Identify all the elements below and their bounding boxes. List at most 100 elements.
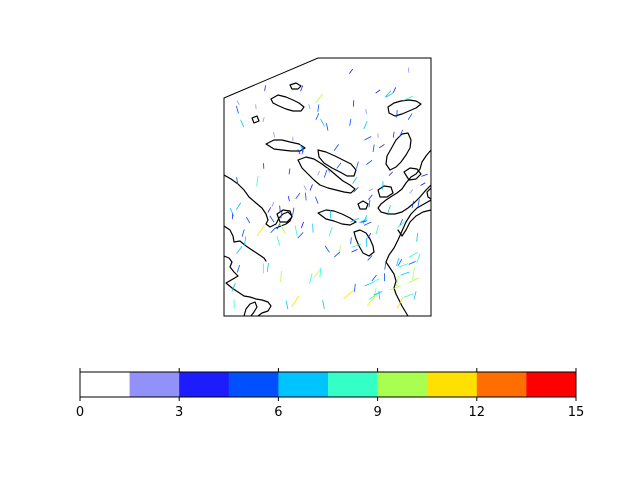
wind-vector [411, 200, 415, 209]
island-central [297, 156, 356, 194]
wind-vector [273, 131, 275, 138]
coastline-east-lower [385, 199, 431, 316]
wind-vector [420, 182, 426, 186]
wind-vector [350, 217, 360, 223]
wind-vector [334, 251, 341, 258]
colorbar-bin-0 [80, 372, 130, 397]
wind-vector [351, 243, 362, 248]
wind-vector [231, 282, 236, 292]
wind-vector [264, 85, 266, 91]
wind-vector [396, 296, 404, 309]
wind-vector [323, 169, 328, 178]
wind-vector [276, 222, 281, 230]
coastline-south-inlet [243, 301, 258, 316]
wind-vector [386, 92, 394, 98]
wind-vector [397, 263, 409, 268]
colorbar-bin-6 [377, 372, 428, 397]
wind-vector [365, 109, 367, 115]
wind-vector [300, 221, 304, 229]
wind-vector [315, 93, 323, 104]
wind-vector [317, 104, 320, 112]
wind-vector [384, 90, 392, 98]
colorbar-tick-label: 6 [274, 405, 282, 420]
wind-vector [399, 129, 404, 137]
colorbar-bin-5 [328, 372, 378, 397]
wind-vector [397, 221, 406, 228]
map-panel [223, 57, 432, 317]
wind-vector [416, 253, 421, 264]
wind-vector [285, 300, 289, 310]
wind-vector [320, 118, 325, 127]
peninsula-south-central [353, 229, 375, 257]
coastline-southwest-lower [224, 255, 272, 316]
wind-vector [421, 173, 428, 177]
wind-vector [373, 291, 383, 296]
island-west-north [270, 94, 305, 112]
wind-vector [236, 264, 240, 273]
colorbar-bin-4 [278, 372, 329, 397]
colorbar-bins [80, 372, 577, 397]
island-northeast [387, 99, 422, 117]
coastline-southwest [224, 225, 267, 262]
coastline-east-upper [377, 149, 431, 215]
colorbar-tick-label: 12 [469, 405, 486, 420]
island-central-west [265, 139, 306, 152]
wind-vector [329, 210, 332, 219]
wind-vector [297, 232, 304, 239]
colorbar-bin-8 [476, 372, 527, 397]
wind-vector [236, 100, 240, 105]
wind-vector [361, 220, 368, 223]
wind-vector [379, 144, 385, 149]
coastline-east-peninsula [426, 187, 431, 200]
wind-vector [375, 89, 381, 94]
wind-vector [328, 226, 333, 237]
wind-vector [399, 218, 404, 226]
wind-vector [353, 283, 356, 292]
wind-vector [299, 144, 304, 153]
wind-vector [326, 123, 329, 131]
wind-vector [271, 201, 275, 207]
colorbar-bin-7 [427, 372, 478, 397]
colorbar-tick-label: 0 [76, 405, 84, 420]
wind-vector [267, 207, 272, 213]
colorbar-bin-2 [179, 372, 230, 397]
wind-vector [235, 105, 239, 114]
wind-vector [241, 229, 245, 237]
colorbar-bin-9 [526, 372, 577, 397]
wind-vector [279, 205, 281, 213]
island-channel [357, 200, 369, 210]
island-east-coastal [403, 167, 422, 181]
wind-vector [301, 146, 304, 155]
wind-vectors [229, 65, 428, 310]
wind-vector [359, 218, 368, 224]
wind-vector [270, 227, 276, 234]
wind-vector [353, 186, 359, 193]
wind-vector [343, 290, 354, 299]
wind-vector [266, 263, 269, 272]
wind-vector [294, 225, 298, 235]
coastlines [224, 82, 431, 316]
wind-vector [372, 144, 375, 153]
map-frame [223, 57, 432, 317]
wind-vector [300, 85, 304, 92]
wind-vector [369, 278, 380, 285]
wind-vector [367, 295, 376, 306]
wind-vector [363, 221, 372, 226]
wind-vector [351, 249, 358, 253]
wind-vector [387, 205, 391, 214]
wind-vector [350, 237, 352, 245]
coastline-east-bay [397, 209, 431, 237]
wind-vector [371, 274, 377, 282]
wind-vector [333, 144, 339, 151]
wind-vector [365, 237, 368, 248]
wind-vector [368, 199, 371, 208]
wind-vector [280, 270, 282, 283]
wind-vector [292, 207, 295, 216]
wind-vector [395, 275, 399, 287]
wind-vector [229, 207, 235, 217]
wind-vector [236, 246, 243, 254]
wind-vector [319, 267, 322, 278]
colorbar-tick-label: 3 [175, 405, 183, 420]
